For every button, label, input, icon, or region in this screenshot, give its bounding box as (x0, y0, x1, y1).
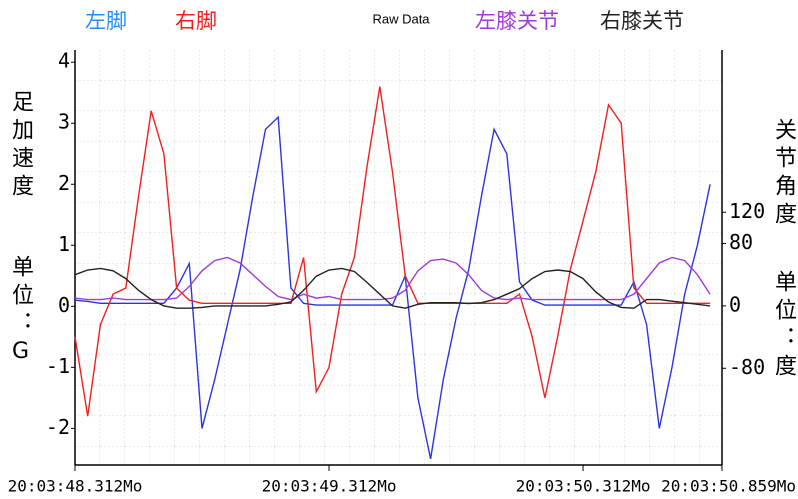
y2-tick-label: 120 (729, 199, 765, 223)
y-tick-label: 1 (58, 232, 70, 256)
y-axis-label: 足加速度 (8, 90, 34, 202)
legend-entry: 右脚 (175, 9, 217, 33)
legend-entry: 右膝关节 (600, 9, 684, 33)
x-tick-label: 20:03:49.312Mo (262, 477, 397, 496)
y2-tick-label: -80 (729, 355, 765, 379)
y-tick-label: -2 (46, 415, 70, 439)
plot-background (75, 50, 722, 465)
y-tick-label: 0 (58, 293, 70, 317)
x-tick-label: 20:03:48.312Mo (8, 477, 143, 496)
y2-axis-label: 关节角度 (771, 118, 797, 230)
y2-tick-label: 80 (729, 230, 753, 254)
x-tick-label: 20:03:50.312Mo (516, 477, 651, 496)
x-tick-label: 20:03:50.859Mo (661, 477, 796, 496)
series-line (74, 256, 711, 301)
y-tick-label: 3 (58, 110, 70, 134)
chart-title: Raw Data (372, 11, 430, 26)
y-tick-label: 2 (58, 171, 70, 195)
legend-entry: 左脚 (85, 9, 127, 33)
legend-entry: 左膝关节 (475, 9, 559, 33)
y-tick-label: -1 (46, 354, 70, 378)
series-line (74, 86, 711, 417)
y2-tick-label: 0 (729, 292, 741, 316)
y-tick-label: 4 (58, 49, 70, 73)
series-line (74, 267, 711, 309)
y2-axis-label: 单位：度 (771, 270, 797, 382)
y-axis-label: 单位：G (8, 255, 34, 370)
